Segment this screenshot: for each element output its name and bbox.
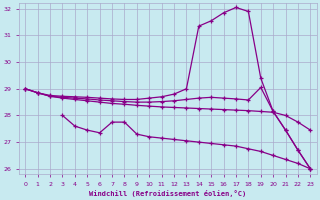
X-axis label: Windchill (Refroidissement éolien,°C): Windchill (Refroidissement éolien,°C) [89,190,246,197]
